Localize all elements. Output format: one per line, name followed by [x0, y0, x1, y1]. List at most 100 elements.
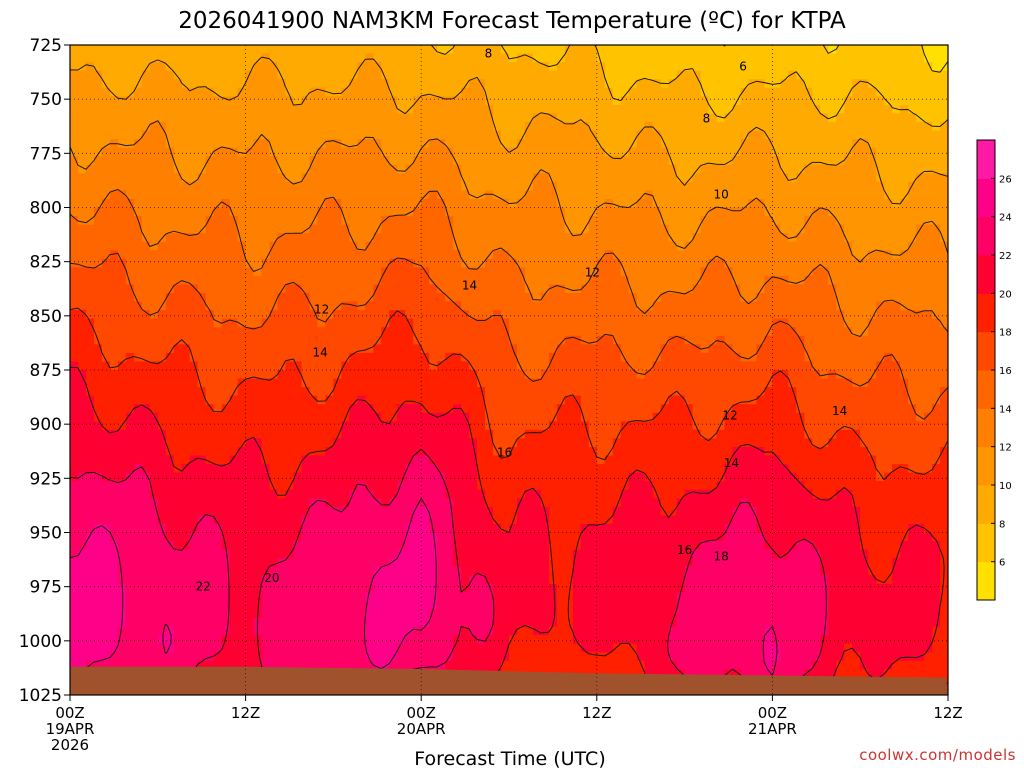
field-cell: [788, 378, 797, 388]
field-cell: [405, 130, 414, 140]
field-cell: [636, 130, 646, 140]
field-cell: [429, 70, 438, 80]
field-cell: [85, 233, 95, 243]
field-cell: [844, 224, 853, 234]
field-cell: [716, 275, 726, 286]
field-cell: [333, 164, 342, 174]
field-cell: [796, 327, 805, 337]
field-cell: [652, 395, 662, 405]
field-cell: [668, 250, 678, 260]
field-cell: [860, 104, 869, 115]
field-cell: [333, 62, 342, 72]
field-cell: [916, 173, 925, 183]
field-cell: [660, 216, 670, 226]
field-cell: [844, 156, 853, 166]
field-cell: [221, 207, 231, 217]
field-cell: [253, 352, 263, 363]
field-cell: [389, 104, 398, 115]
field-cell: [309, 164, 319, 174]
field-cell: [580, 310, 590, 320]
field-cell: [692, 387, 702, 397]
field-cell: [740, 335, 750, 345]
field-cell: [485, 87, 494, 97]
field-cell: [724, 70, 734, 80]
field-cell: [293, 216, 303, 226]
field-cell: [197, 310, 207, 320]
field-cell: [524, 147, 534, 157]
field-cell: [461, 96, 470, 106]
field-cell: [173, 62, 183, 72]
field-cell: [860, 173, 869, 183]
field-cell: [844, 378, 853, 388]
field-cell: [580, 216, 590, 226]
field-cell: [540, 181, 550, 191]
field-cell: [261, 258, 271, 268]
field-cell: [908, 156, 917, 166]
field-cell: [844, 139, 853, 149]
field-cell: [421, 421, 430, 431]
field-cell: [860, 275, 869, 286]
field-cell: [389, 113, 398, 123]
field-cell: [269, 267, 279, 277]
field-cell: [732, 404, 742, 414]
field-cell: [405, 173, 414, 183]
field-cell: [900, 216, 909, 226]
field-cell: [652, 318, 662, 328]
field-cell: [509, 412, 518, 422]
field-cell: [724, 258, 734, 268]
field-cell: [245, 147, 255, 157]
field-cell: [365, 352, 374, 363]
field-cell: [101, 198, 111, 209]
field-cell: [540, 412, 550, 422]
field-cell: [245, 429, 255, 440]
field-cell: [77, 284, 87, 294]
field-cell: [580, 173, 590, 183]
field-cell: [876, 293, 885, 303]
field-cell: [173, 224, 183, 234]
field-cell: [261, 412, 271, 422]
field-cell: [493, 387, 502, 397]
field-cell: [796, 318, 805, 328]
field-cell: [876, 361, 885, 371]
field-cell: [373, 198, 382, 209]
field-cell: [860, 241, 869, 251]
field-cell: [692, 241, 702, 251]
field-cell: [277, 45, 287, 55]
field-cell: [652, 104, 662, 115]
field-cell: [812, 370, 821, 380]
field-cell: [357, 164, 366, 174]
field-cell: [588, 173, 598, 183]
field-cell: [237, 121, 247, 132]
field-cell: [804, 250, 813, 260]
field-cell: [532, 421, 542, 431]
field-cell: [381, 335, 390, 345]
field-cell: [189, 147, 199, 157]
field-cell: [804, 335, 813, 345]
field-cell: [197, 53, 207, 63]
field-cell: [70, 113, 79, 123]
field-cell: [916, 275, 925, 286]
field-cell: [940, 224, 948, 234]
field-cell: [756, 258, 766, 268]
field-cell: [924, 198, 933, 209]
field-cell: [125, 164, 135, 174]
field-cell: [253, 412, 263, 422]
field-cell: [109, 344, 119, 354]
field-cell: [516, 301, 526, 311]
field-cell: [165, 335, 175, 345]
field-cell: [469, 121, 478, 132]
field-cell: [349, 96, 358, 106]
field-cell: [692, 147, 702, 157]
field-cell: [788, 207, 797, 217]
field-cell: [381, 79, 390, 89]
field-cell: [429, 378, 438, 388]
field-cell: [700, 327, 710, 337]
field-cell: [453, 62, 462, 72]
field-cell: [325, 198, 334, 209]
field-cell: [213, 387, 223, 397]
field-cell: [70, 310, 79, 320]
field-cell: [77, 156, 87, 166]
field-cell: [437, 267, 446, 277]
field-cell: [221, 387, 231, 397]
field-cell: [469, 250, 478, 260]
